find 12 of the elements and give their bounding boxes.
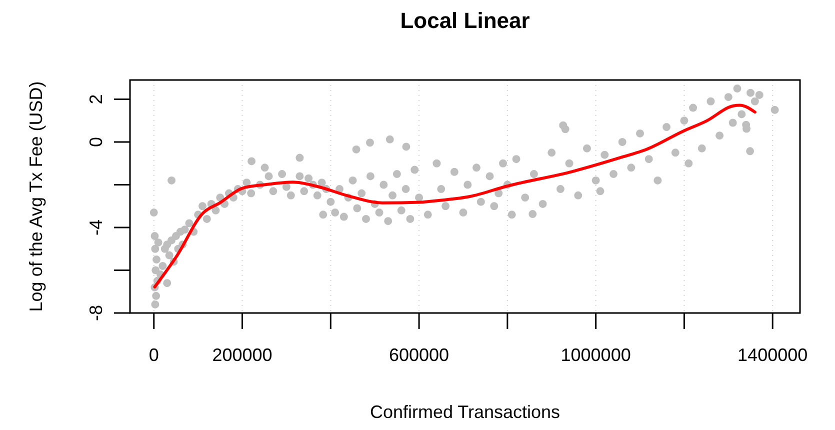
- x-tick-label: 600000: [389, 345, 450, 365]
- y-tick-label: -4: [86, 219, 106, 236]
- x-tick-label: 0: [148, 345, 159, 365]
- y-tick-label: 0: [86, 136, 106, 147]
- x-axis-title: Confirmed Transactions: [370, 402, 560, 422]
- x-tick-label: 200000: [212, 345, 272, 365]
- y-tick-label: 2: [86, 94, 106, 104]
- x-tick-label: 1000000: [560, 345, 631, 365]
- y-axis-title: Log of the Avg Tx Fee (USD): [26, 81, 46, 312]
- chart-title: Local Linear: [400, 8, 530, 33]
- y-tick-label: -8: [86, 304, 106, 322]
- x-tick-label: 1400000: [738, 345, 808, 365]
